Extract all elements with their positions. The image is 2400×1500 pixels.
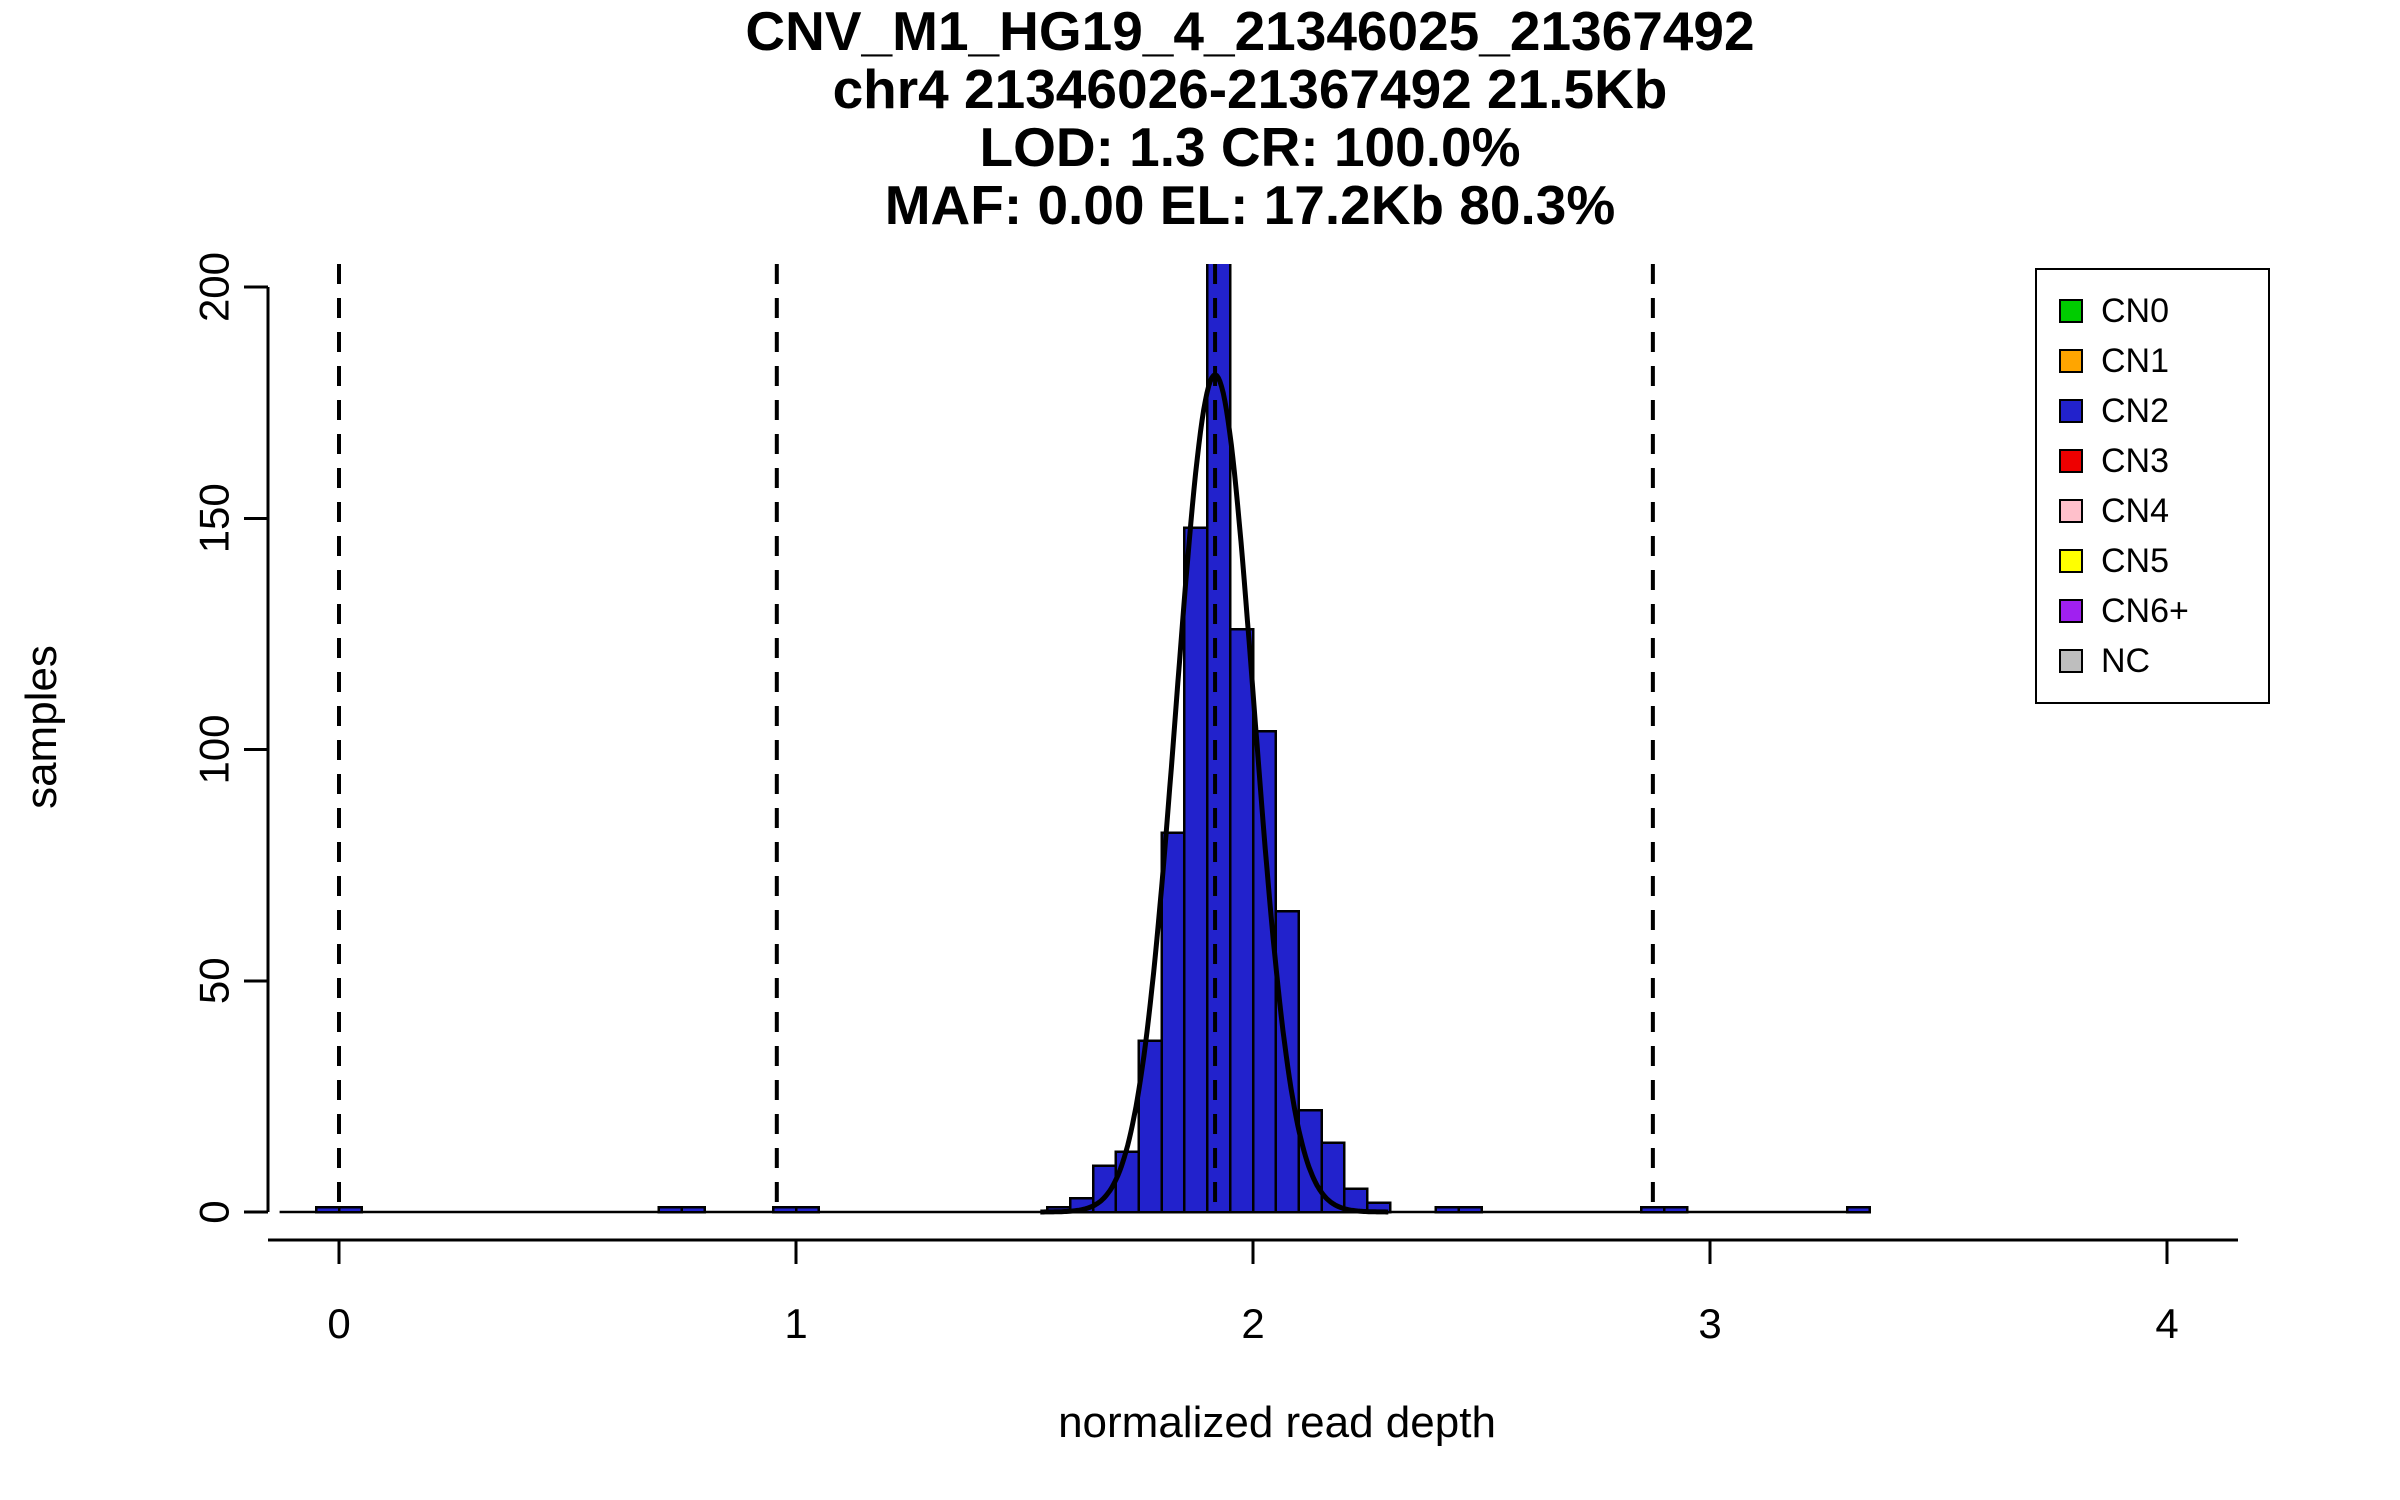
legend-box: CN0 CN1 CN2 CN3 CN4 CN5 CN6+ NC [2035, 268, 2270, 704]
histogram-bar [1434, 1206, 1460, 1214]
x-tick-label: 1 [784, 1300, 807, 1347]
x-tick-label: 4 [2155, 1300, 2178, 1347]
histogram-bar [1663, 1206, 1689, 1214]
histogram-bar [314, 1206, 341, 1214]
legend-item: NC [2059, 636, 2262, 686]
legend-item-label: CN1 [2101, 342, 2170, 380]
plot-area [279, 264, 1872, 1215]
legend-item: CN6+ [2059, 586, 2262, 636]
legend-swatch [2059, 649, 2083, 673]
legend-item-label: CN2 [2101, 392, 2170, 430]
histogram-bar [337, 1206, 364, 1214]
histogram-bar [1640, 1206, 1666, 1214]
histogram-bar [771, 1206, 798, 1214]
y-tick-label: 150 [191, 483, 238, 553]
histogram-bar [680, 1206, 706, 1214]
y-tick-label: 100 [191, 714, 238, 784]
legend-item: CN5 [2059, 536, 2262, 586]
histogram-bar [1320, 1141, 1346, 1214]
histogram-bar [657, 1206, 684, 1214]
chart-title-line2: chr4 21346026-21367492 21.5Kb [832, 58, 1668, 120]
histogram-bar [1251, 729, 1278, 1214]
x-axis-label: normalized read depth [1058, 1398, 1496, 1447]
chart-title-block: CNV_M1_HG19_4_21346025_21367492 chr4 213… [210, 2, 2290, 234]
legend-item-label: NC [2101, 642, 2151, 680]
legend-item: CN1 [2059, 336, 2262, 386]
legend-swatch [2059, 399, 2083, 423]
chart-title-line4: MAF: 0.00 EL: 17.2Kb 80.3% [884, 174, 1616, 236]
histogram-bar [1114, 1150, 1141, 1214]
legend-swatch [2059, 499, 2083, 523]
legend-item: CN3 [2059, 436, 2262, 486]
legend-item-label: CN4 [2101, 492, 2170, 530]
legend-item: CN0 [2059, 286, 2262, 336]
histogram-bar [1183, 526, 1209, 1214]
chart-title-line1: CNV_M1_HG19_4_21346025_21367492 [745, 0, 1755, 62]
legend-item-label: CN0 [2101, 292, 2170, 330]
histogram-bar [1845, 1206, 1872, 1214]
legend-item: CN2 [2059, 386, 2262, 436]
x-tick-label: 0 [327, 1300, 350, 1347]
legend-item: CN4 [2059, 486, 2262, 536]
x-tick-label: 3 [1698, 1300, 1721, 1347]
y-tick-label: 50 [191, 957, 238, 1004]
legend-item-label: CN6+ [2101, 592, 2189, 630]
legend-swatch [2059, 299, 2083, 323]
legend-swatch [2059, 349, 2083, 373]
legend-swatch [2059, 549, 2083, 573]
y-tick-label: 200 [191, 252, 238, 322]
chart-title-line3: LOD: 1.3 CR: 100.0% [979, 116, 1521, 178]
histogram-bar [1160, 831, 1186, 1214]
y-tick-label: 0 [191, 1200, 238, 1223]
histogram-bar [1297, 1109, 1323, 1214]
legend-swatch [2059, 449, 2083, 473]
histogram-bar [1457, 1206, 1483, 1214]
histogram-bar [1228, 628, 1255, 1214]
legend-item-label: CN3 [2101, 442, 2170, 480]
histogram-bar [794, 1206, 821, 1214]
legend-swatch [2059, 599, 2083, 623]
legend-item-label: CN5 [2101, 542, 2170, 580]
x-tick-label: 2 [1241, 1300, 1264, 1347]
